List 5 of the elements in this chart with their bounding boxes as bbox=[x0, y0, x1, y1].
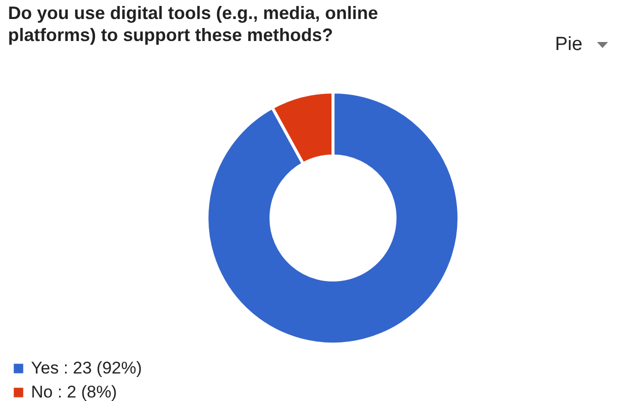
legend-label: No : 2 (8%) bbox=[31, 382, 117, 401]
donut-slice bbox=[206, 90, 460, 346]
text: Pie bbox=[555, 34, 582, 56]
legend-label: Yes : 23 (92%) bbox=[31, 358, 142, 378]
chart-title: Do you use digital tools (e.g., media, online platforms) to support these methods? bbox=[8, 2, 380, 46]
